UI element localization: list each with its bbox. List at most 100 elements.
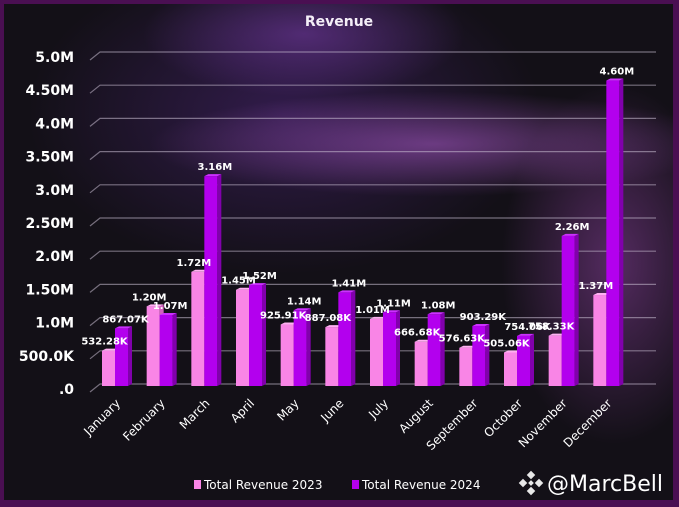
data-label-2023-may: 925.91K [260, 311, 308, 322]
bar-2023-october[interactable] [504, 352, 517, 386]
bar-2023-february[interactable] [146, 306, 160, 386]
bar-side [172, 312, 177, 386]
data-label-2024-january: 867.07K [102, 314, 150, 325]
data-labels: 532.28K867.07K1.20M1.07M1.72M3.16M1.45M1… [81, 67, 634, 350]
bar-2024-february[interactable] [159, 314, 173, 386]
x-tick-october: October [481, 396, 525, 440]
bar-top [115, 326, 132, 329]
y-tick-label: 2.0M [35, 249, 74, 265]
background-glow [4, 4, 673, 500]
data-label-2024-november: 2.26M [555, 222, 590, 233]
bar-2024-august[interactable] [427, 314, 441, 386]
y-tick-label: 1.50M [26, 282, 74, 298]
bar-2024-july[interactable] [383, 312, 396, 386]
bar-2023-january[interactable] [102, 350, 115, 386]
watermark: @MarcBell [518, 470, 663, 497]
bar-top [102, 348, 119, 351]
bar-top [606, 78, 624, 81]
x-tick-august: August [396, 396, 436, 436]
y-tick-label: 3.50M [26, 150, 74, 166]
gridline [89, 317, 656, 327]
data-label-2024-march: 3.16M [198, 162, 233, 173]
bar-2023-june[interactable] [325, 327, 339, 386]
bar-2024-january[interactable] [115, 328, 128, 386]
bar-2023-april[interactable] [236, 289, 249, 386]
gridline [89, 283, 656, 293]
watermark-text: @MarcBell [547, 472, 663, 497]
chart-title: Revenue [305, 14, 373, 30]
bar-2023-august[interactable] [414, 341, 428, 386]
bar-2024-march[interactable] [204, 176, 218, 386]
y-tick-label: .0 [59, 382, 74, 398]
bar-side [351, 290, 356, 386]
binance-logo-icon [518, 470, 544, 496]
legend-swatch-2023 [194, 480, 201, 489]
bar-2024-april[interactable] [249, 285, 262, 386]
bar-top [370, 316, 387, 319]
bar-2024-december[interactable] [606, 80, 620, 386]
gridline [89, 250, 656, 260]
x-tick-april: April [228, 396, 257, 425]
x-tick-march: March [177, 396, 213, 432]
revenue-chart: Revenue .0 500.0K 1.0M 1.50M 2.0M 2.50M 3.0M 3.… [19, 14, 663, 497]
bar-2024-october[interactable] [517, 335, 530, 386]
data-label-2024-july: 1.11M [376, 298, 411, 309]
x-tick-july: July [365, 396, 391, 422]
bar-2023-september[interactable] [459, 347, 473, 386]
legend-swatch-2024 [352, 480, 359, 489]
bar-top [204, 174, 222, 177]
bar-2024-june[interactable] [338, 292, 352, 386]
y-tick-label: 5.0M [35, 50, 74, 66]
y-tick-label: 3.0M [35, 183, 74, 199]
bar-side [217, 174, 222, 386]
bar-2024-november[interactable] [561, 235, 575, 386]
bar-top [338, 290, 356, 293]
data-label-2024-june: 1.41M [332, 278, 367, 289]
gridline [89, 151, 656, 161]
data-label-2023-january: 532.28K [81, 337, 129, 348]
y-tick-label: 500.0K [19, 349, 75, 365]
x-tick-january: January [80, 396, 123, 439]
gridline [89, 84, 656, 94]
data-label-2023-april: 1.45M [221, 276, 256, 287]
legend-item-2024[interactable]: Total Revenue 2024 [352, 478, 480, 492]
bar-top [414, 339, 432, 342]
bar-2024-september[interactable] [472, 326, 486, 386]
bar-top [236, 287, 253, 290]
data-label-2024-february: 1.07M [153, 301, 188, 312]
data-label-2024-december: 4.60M [600, 67, 635, 78]
bar-side [530, 333, 534, 386]
bar-top [325, 325, 343, 328]
bar-side [396, 310, 400, 386]
bar-2023-july[interactable] [370, 318, 383, 386]
y-tick-label: 2.50M [26, 216, 74, 232]
data-label-2023-june: 887.08K [305, 313, 353, 324]
bar-top [517, 333, 534, 336]
data-label-2024-may: 1.14M [287, 296, 322, 307]
bar-2023-december[interactable] [593, 295, 607, 386]
bar-2023-november[interactable] [548, 335, 562, 386]
bar-side [440, 312, 445, 386]
bar-side [619, 78, 624, 386]
gridline [89, 51, 656, 61]
gridline [89, 217, 656, 227]
data-label-2023-november: 758.33K [528, 322, 576, 333]
bars [102, 78, 624, 386]
bar-2023-may[interactable] [280, 324, 294, 386]
legend-item-2023[interactable]: Total Revenue 2023 [194, 478, 322, 492]
data-label-2024-september: 903.29K [460, 312, 508, 323]
bar-top [293, 308, 311, 311]
bar-2023-march[interactable] [191, 271, 205, 386]
bar-top [561, 233, 579, 236]
bar-side [262, 283, 266, 386]
bar-2024-may[interactable] [293, 310, 307, 386]
data-label-2023-july: 1.01M [355, 305, 390, 316]
legend-label-2024: Total Revenue 2024 [361, 478, 480, 492]
x-tick-february: February [120, 396, 168, 444]
data-label-2024-august: 1.08M [421, 300, 456, 311]
chart-frame: Revenue .0 500.0K 1.0M 1.50M 2.0M 2.50M 3.0M 3.… [4, 4, 673, 500]
x-tick-may: May [274, 396, 301, 423]
data-label-2023-september: 576.63K [439, 334, 487, 345]
data-label-2023-february: 1.20M [132, 292, 167, 303]
bar-top [159, 312, 177, 315]
